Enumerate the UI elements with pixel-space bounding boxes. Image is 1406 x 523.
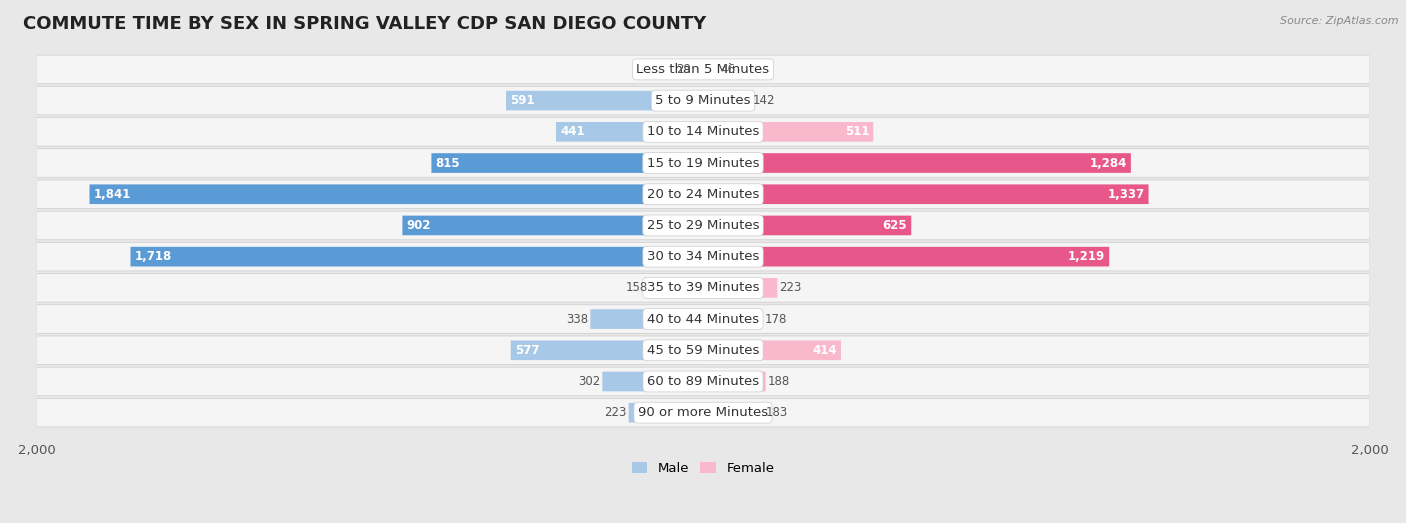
Text: 1,718: 1,718 [135, 250, 172, 263]
Text: 46: 46 [720, 63, 735, 76]
Text: 40 to 44 Minutes: 40 to 44 Minutes [647, 313, 759, 326]
FancyBboxPatch shape [37, 212, 1369, 240]
FancyBboxPatch shape [131, 247, 703, 267]
Text: 815: 815 [436, 156, 460, 169]
FancyBboxPatch shape [37, 336, 1369, 365]
FancyBboxPatch shape [37, 398, 1369, 427]
FancyBboxPatch shape [37, 305, 1369, 333]
FancyBboxPatch shape [703, 122, 873, 142]
FancyBboxPatch shape [703, 247, 1109, 267]
FancyBboxPatch shape [37, 273, 1369, 302]
FancyBboxPatch shape [37, 368, 1369, 395]
FancyBboxPatch shape [693, 60, 703, 79]
FancyBboxPatch shape [703, 403, 763, 423]
Text: 511: 511 [845, 126, 869, 138]
Text: 10 to 14 Minutes: 10 to 14 Minutes [647, 126, 759, 138]
FancyBboxPatch shape [506, 91, 703, 110]
Text: 625: 625 [883, 219, 907, 232]
Text: 441: 441 [560, 126, 585, 138]
FancyBboxPatch shape [703, 91, 751, 110]
FancyBboxPatch shape [37, 118, 1369, 146]
FancyBboxPatch shape [37, 149, 1369, 177]
FancyBboxPatch shape [37, 86, 1369, 115]
FancyBboxPatch shape [703, 372, 766, 391]
FancyBboxPatch shape [37, 336, 1369, 364]
Text: 1,841: 1,841 [94, 188, 131, 201]
Text: 15 to 19 Minutes: 15 to 19 Minutes [647, 156, 759, 169]
FancyBboxPatch shape [37, 117, 1369, 146]
FancyBboxPatch shape [602, 372, 703, 391]
Legend: Male, Female: Male, Female [626, 457, 780, 481]
Text: 30 to 34 Minutes: 30 to 34 Minutes [647, 250, 759, 263]
FancyBboxPatch shape [703, 309, 762, 329]
FancyBboxPatch shape [555, 122, 703, 142]
FancyBboxPatch shape [703, 215, 911, 235]
FancyBboxPatch shape [37, 367, 1369, 396]
Text: Source: ZipAtlas.com: Source: ZipAtlas.com [1281, 16, 1399, 26]
FancyBboxPatch shape [432, 153, 703, 173]
FancyBboxPatch shape [703, 340, 841, 360]
Text: 142: 142 [752, 94, 775, 107]
FancyBboxPatch shape [37, 274, 1369, 302]
Text: 223: 223 [779, 281, 801, 294]
FancyBboxPatch shape [37, 243, 1369, 270]
Text: 29: 29 [676, 63, 692, 76]
Text: 1,219: 1,219 [1069, 250, 1105, 263]
FancyBboxPatch shape [37, 399, 1369, 427]
FancyBboxPatch shape [591, 309, 703, 329]
Text: 60 to 89 Minutes: 60 to 89 Minutes [647, 375, 759, 388]
Text: 20 to 24 Minutes: 20 to 24 Minutes [647, 188, 759, 201]
Text: 5 to 9 Minutes: 5 to 9 Minutes [655, 94, 751, 107]
Text: 902: 902 [406, 219, 430, 232]
Text: COMMUTE TIME BY SEX IN SPRING VALLEY CDP SAN DIEGO COUNTY: COMMUTE TIME BY SEX IN SPRING VALLEY CDP… [22, 15, 706, 33]
FancyBboxPatch shape [402, 215, 703, 235]
FancyBboxPatch shape [37, 179, 1369, 209]
Text: 158: 158 [626, 281, 648, 294]
FancyBboxPatch shape [37, 87, 1369, 115]
Text: 591: 591 [510, 94, 534, 107]
FancyBboxPatch shape [703, 60, 718, 79]
FancyBboxPatch shape [37, 180, 1369, 208]
Text: 1,284: 1,284 [1090, 156, 1126, 169]
FancyBboxPatch shape [651, 278, 703, 298]
FancyBboxPatch shape [37, 149, 1369, 178]
Text: 577: 577 [515, 344, 540, 357]
FancyBboxPatch shape [703, 185, 1149, 204]
FancyBboxPatch shape [510, 340, 703, 360]
Text: 414: 414 [813, 344, 837, 357]
Text: 338: 338 [567, 313, 588, 326]
FancyBboxPatch shape [37, 55, 1369, 84]
Text: 178: 178 [765, 313, 787, 326]
FancyBboxPatch shape [37, 304, 1369, 334]
FancyBboxPatch shape [37, 55, 1369, 83]
FancyBboxPatch shape [703, 153, 1130, 173]
Text: 183: 183 [766, 406, 789, 419]
FancyBboxPatch shape [90, 185, 703, 204]
FancyBboxPatch shape [703, 278, 778, 298]
Text: 223: 223 [605, 406, 627, 419]
FancyBboxPatch shape [37, 211, 1369, 240]
Text: 188: 188 [768, 375, 790, 388]
FancyBboxPatch shape [37, 242, 1369, 271]
Text: Less than 5 Minutes: Less than 5 Minutes [637, 63, 769, 76]
Text: 90 or more Minutes: 90 or more Minutes [638, 406, 768, 419]
Text: 45 to 59 Minutes: 45 to 59 Minutes [647, 344, 759, 357]
FancyBboxPatch shape [628, 403, 703, 423]
Text: 35 to 39 Minutes: 35 to 39 Minutes [647, 281, 759, 294]
Text: 1,337: 1,337 [1108, 188, 1144, 201]
Text: 302: 302 [578, 375, 600, 388]
Text: 25 to 29 Minutes: 25 to 29 Minutes [647, 219, 759, 232]
